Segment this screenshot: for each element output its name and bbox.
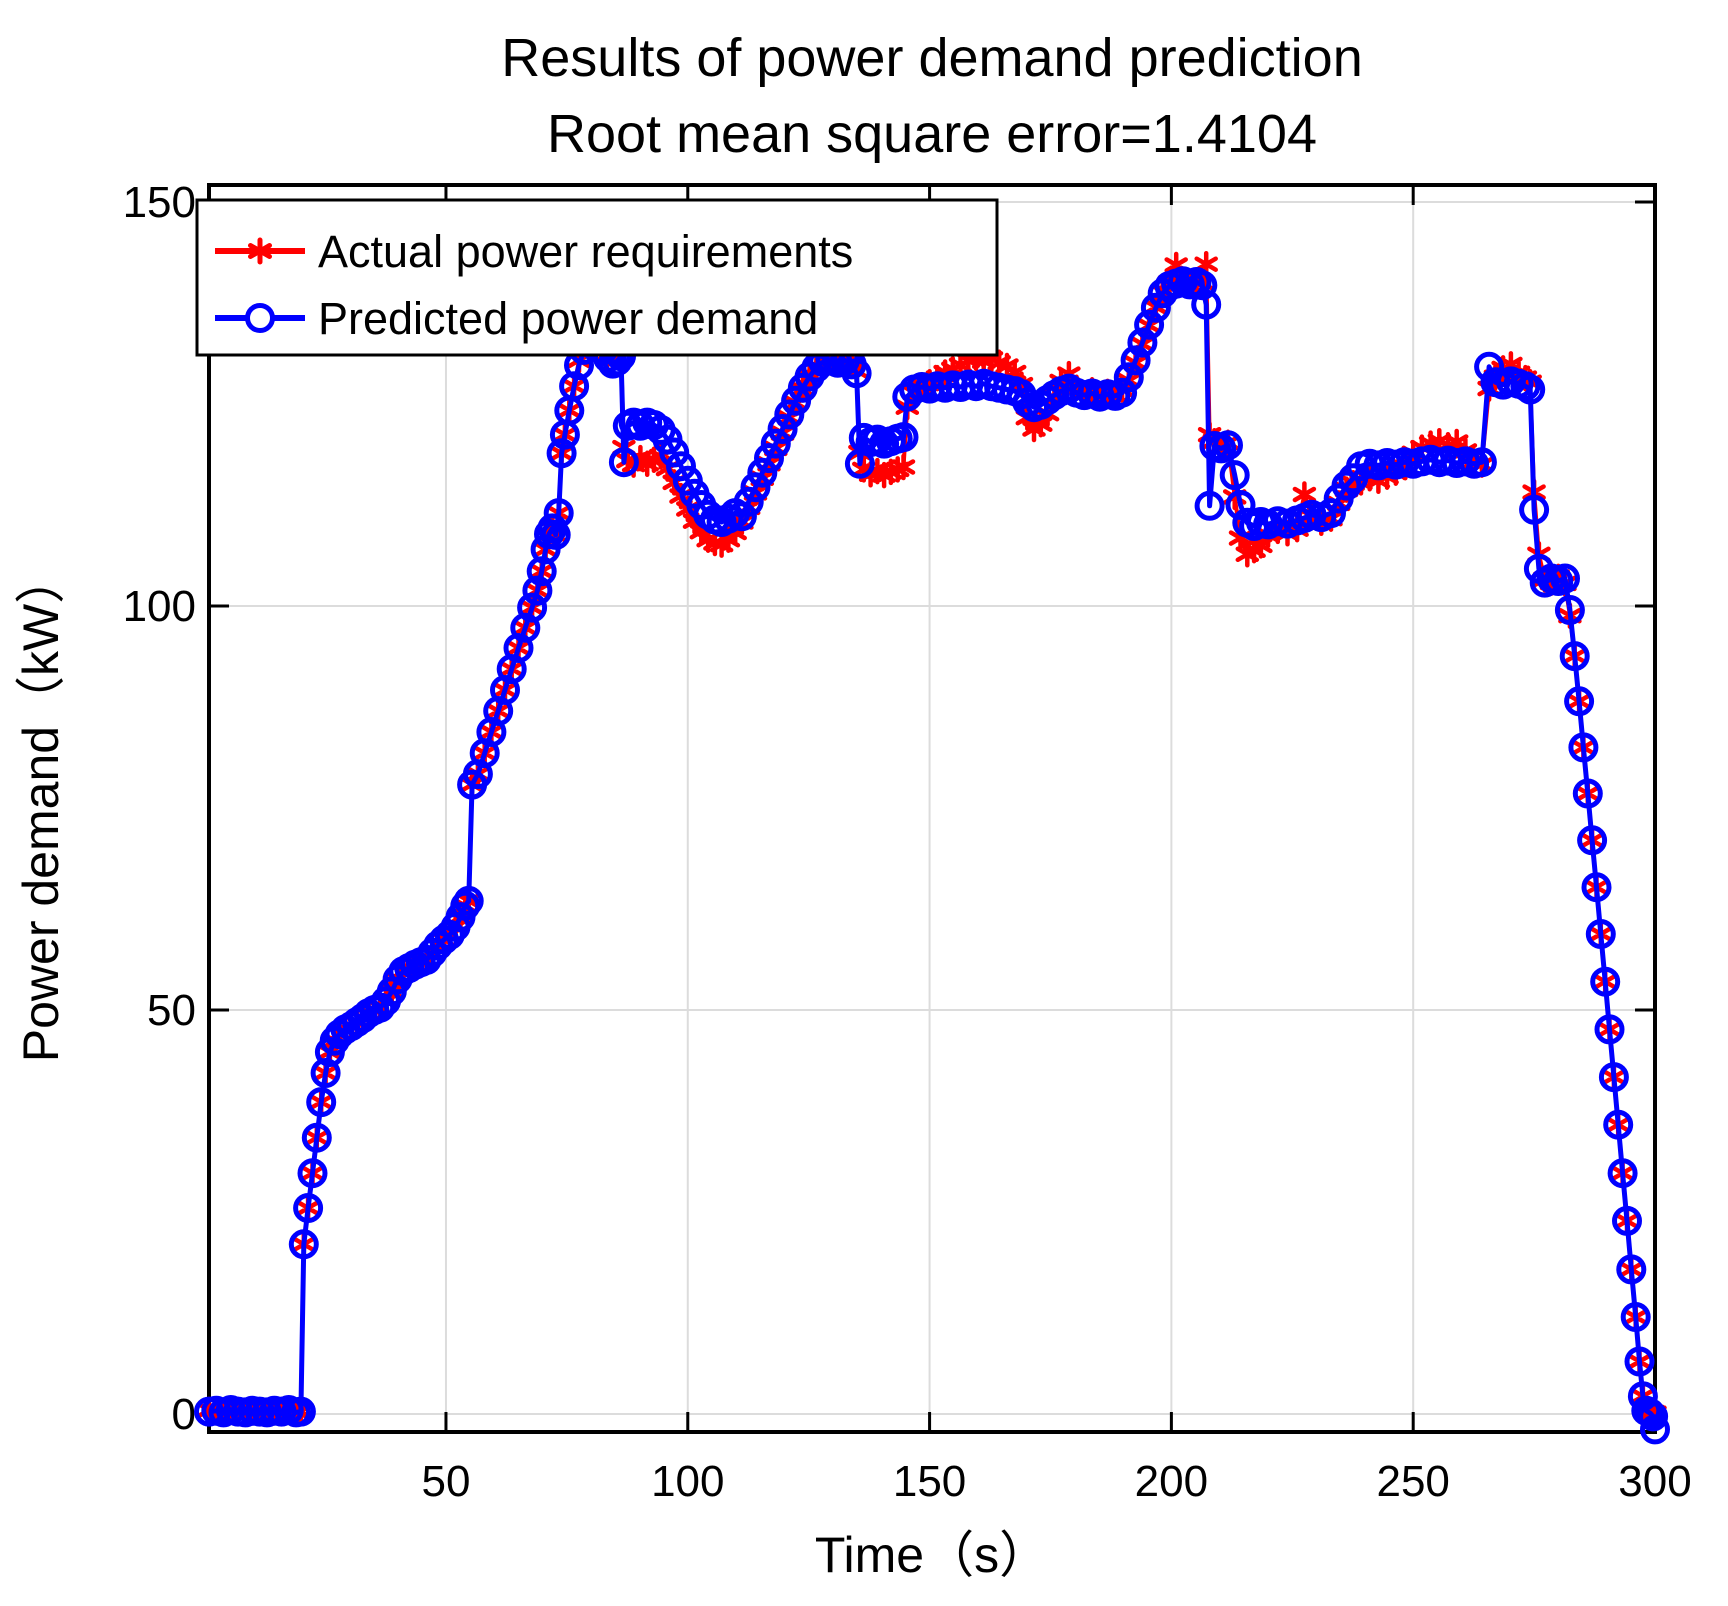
x-tick-label: 250	[1376, 1457, 1449, 1506]
legend-item-actual[interactable]: Actual power requirements	[215, 226, 853, 277]
legend-item-predicted[interactable]: Predicted power demand	[215, 293, 818, 344]
y-tick-label: 150	[123, 178, 196, 227]
x-tick-label: 100	[651, 1457, 724, 1506]
asterisk-marker-icon	[248, 237, 272, 265]
legend-label-actual: Actual power requirements	[318, 226, 853, 277]
series-layer	[194, 250, 1670, 1445]
legend-label-predicted: Predicted power demand	[318, 293, 818, 344]
x-tick-label: 150	[893, 1457, 966, 1506]
series-actual	[197, 250, 1667, 1427]
series-predicted	[194, 266, 1670, 1445]
circle-marker-icon	[245, 303, 275, 333]
circle-markers	[194, 266, 1670, 1445]
y-axis-label: Power demand（kW）	[13, 554, 69, 1063]
asterisk-markers	[197, 250, 1667, 1427]
x-axis-label: Time（s）	[815, 1527, 1049, 1583]
chart-title: Results of power demand prediction	[501, 28, 1362, 88]
plot-border	[207, 183, 1657, 1434]
legend-box	[195, 198, 999, 357]
y-tick-label: 100	[123, 582, 196, 631]
chart-subtitle: Root mean square error=1.4104	[547, 104, 1317, 164]
x-tick-label: 300	[1618, 1457, 1691, 1506]
legend[interactable]: Actual power requirements Predicted powe…	[195, 198, 999, 357]
x-tick-label: 200	[1135, 1457, 1208, 1506]
tick-labels: 50 100 150 200 250 300 0 50 100 150	[123, 178, 1692, 1506]
y-tick-label: 0	[172, 1390, 196, 1439]
axes-box	[207, 183, 1657, 1434]
x-tick-label: 50	[421, 1457, 470, 1506]
y-tick-label: 50	[147, 986, 196, 1035]
grid-lines	[209, 185, 1656, 1432]
